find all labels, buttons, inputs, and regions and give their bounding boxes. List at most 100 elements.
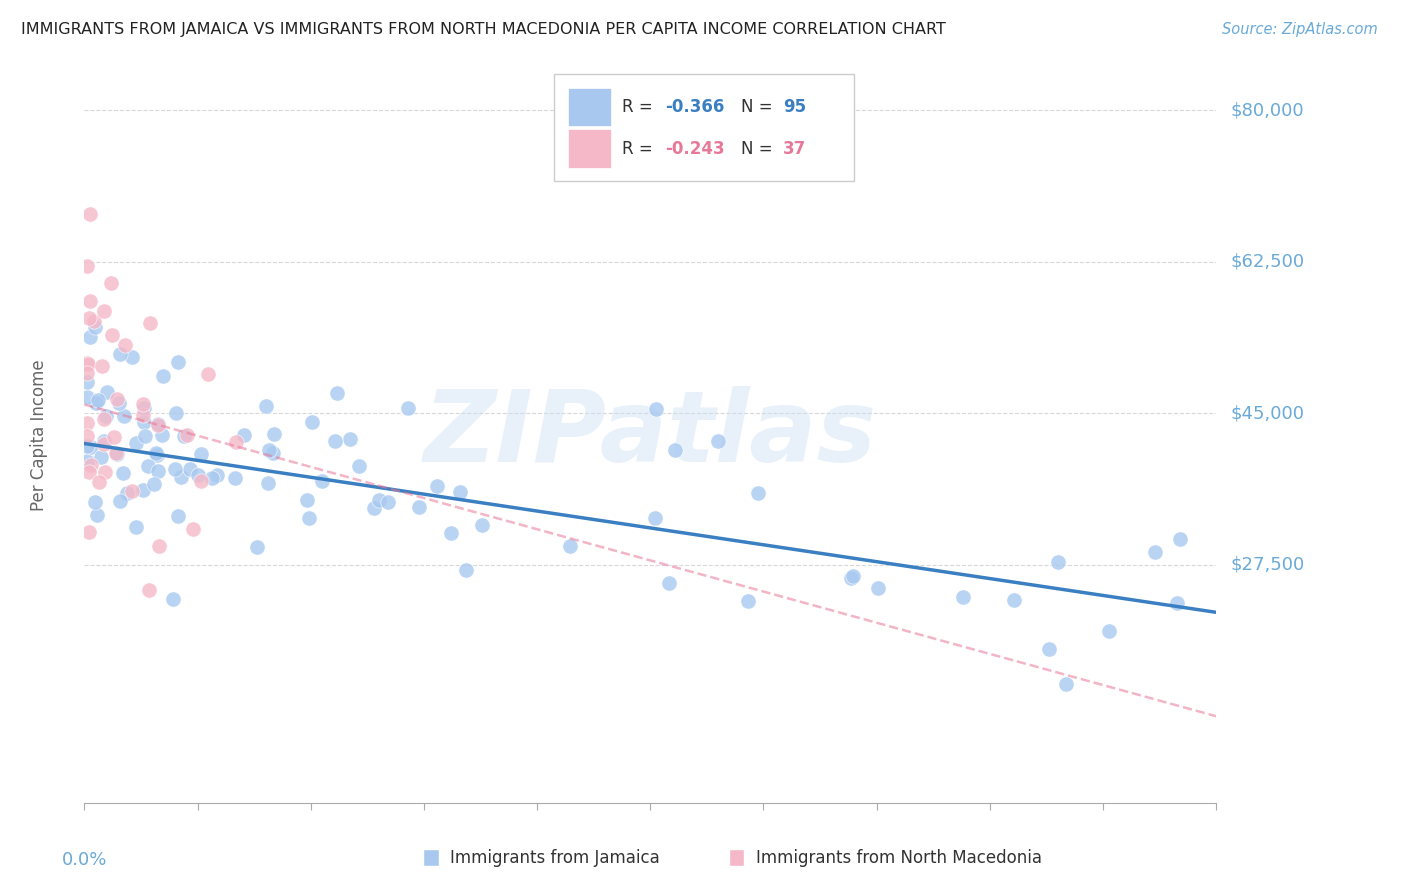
- Point: [138, 582, 160, 597]
- Point: [77, 357, 100, 371]
- Point: [139, 316, 162, 330]
- Point: [94, 465, 117, 479]
- Point: [125, 519, 148, 533]
- Point: [90, 450, 112, 464]
- Point: [143, 477, 166, 491]
- Point: [176, 427, 198, 442]
- Point: [79, 207, 101, 221]
- Point: [179, 462, 201, 476]
- Point: [165, 406, 187, 420]
- Point: [349, 459, 371, 474]
- Point: [124, 436, 146, 450]
- Point: [108, 347, 131, 361]
- Point: [148, 417, 170, 431]
- Point: [121, 350, 143, 364]
- Point: [80, 440, 103, 454]
- FancyBboxPatch shape: [568, 87, 610, 126]
- Point: [232, 427, 254, 442]
- Point: [150, 428, 173, 442]
- Point: [77, 466, 100, 480]
- Point: [108, 494, 131, 508]
- Point: [105, 446, 128, 460]
- Point: [77, 525, 100, 540]
- Point: [187, 468, 209, 483]
- Point: [471, 517, 494, 532]
- Point: [181, 522, 204, 536]
- Point: [325, 434, 347, 449]
- Point: [76, 416, 98, 430]
- Point: [93, 412, 115, 426]
- Point: [76, 390, 98, 404]
- Point: [146, 464, 169, 478]
- Text: $45,000: $45,000: [1230, 404, 1305, 422]
- Point: [131, 483, 153, 497]
- Point: [257, 476, 280, 491]
- Point: [134, 401, 156, 415]
- Point: [254, 399, 277, 413]
- Point: [112, 409, 135, 423]
- Point: [449, 484, 471, 499]
- Text: $62,500: $62,500: [1230, 252, 1305, 270]
- Point: [326, 386, 349, 401]
- Point: [263, 426, 285, 441]
- Point: [83, 314, 105, 328]
- Point: [454, 563, 477, 577]
- Point: [298, 510, 321, 524]
- Point: [737, 594, 759, 608]
- FancyBboxPatch shape: [554, 74, 853, 181]
- Text: 0.0%: 0.0%: [62, 851, 107, 869]
- FancyBboxPatch shape: [730, 850, 744, 866]
- Point: [262, 446, 284, 460]
- Point: [246, 540, 269, 554]
- Point: [225, 434, 247, 449]
- Point: [842, 569, 865, 583]
- Text: ZIPatlas: ZIPatlas: [423, 386, 877, 483]
- Point: [100, 277, 122, 291]
- Point: [76, 375, 98, 389]
- Point: [952, 591, 974, 605]
- Point: [94, 409, 117, 423]
- Point: [165, 462, 187, 476]
- Point: [257, 442, 280, 457]
- Point: [84, 319, 107, 334]
- Point: [91, 359, 114, 373]
- Point: [76, 429, 98, 443]
- Text: Per Capita Income: Per Capita Income: [30, 359, 48, 510]
- Point: [295, 492, 318, 507]
- Point: [301, 416, 323, 430]
- Point: [339, 432, 361, 446]
- Text: N =: N =: [741, 97, 778, 116]
- Point: [79, 330, 101, 344]
- Point: [134, 429, 156, 443]
- Point: [377, 495, 399, 509]
- Point: [367, 493, 389, 508]
- Point: [76, 366, 98, 380]
- Point: [93, 304, 115, 318]
- Text: N =: N =: [741, 139, 778, 158]
- Point: [136, 458, 159, 473]
- Point: [1166, 596, 1188, 610]
- Point: [84, 395, 107, 409]
- Point: [1054, 677, 1077, 691]
- Point: [146, 417, 169, 432]
- Point: [115, 485, 138, 500]
- Point: [107, 392, 129, 406]
- Point: [645, 401, 668, 416]
- Point: [146, 448, 169, 462]
- Text: Immigrants from North Macedonia: Immigrants from North Macedonia: [756, 849, 1042, 867]
- Point: [132, 397, 155, 411]
- Point: [197, 367, 219, 381]
- Point: [76, 259, 98, 273]
- Point: [170, 470, 193, 484]
- Point: [408, 500, 430, 514]
- Point: [87, 392, 110, 407]
- Point: [1038, 641, 1060, 656]
- Point: [79, 293, 101, 308]
- Point: [396, 401, 419, 415]
- Point: [93, 434, 115, 449]
- Point: [76, 356, 98, 370]
- Point: [839, 571, 862, 585]
- Point: [1143, 544, 1166, 558]
- Point: [664, 442, 686, 457]
- Point: [167, 355, 190, 369]
